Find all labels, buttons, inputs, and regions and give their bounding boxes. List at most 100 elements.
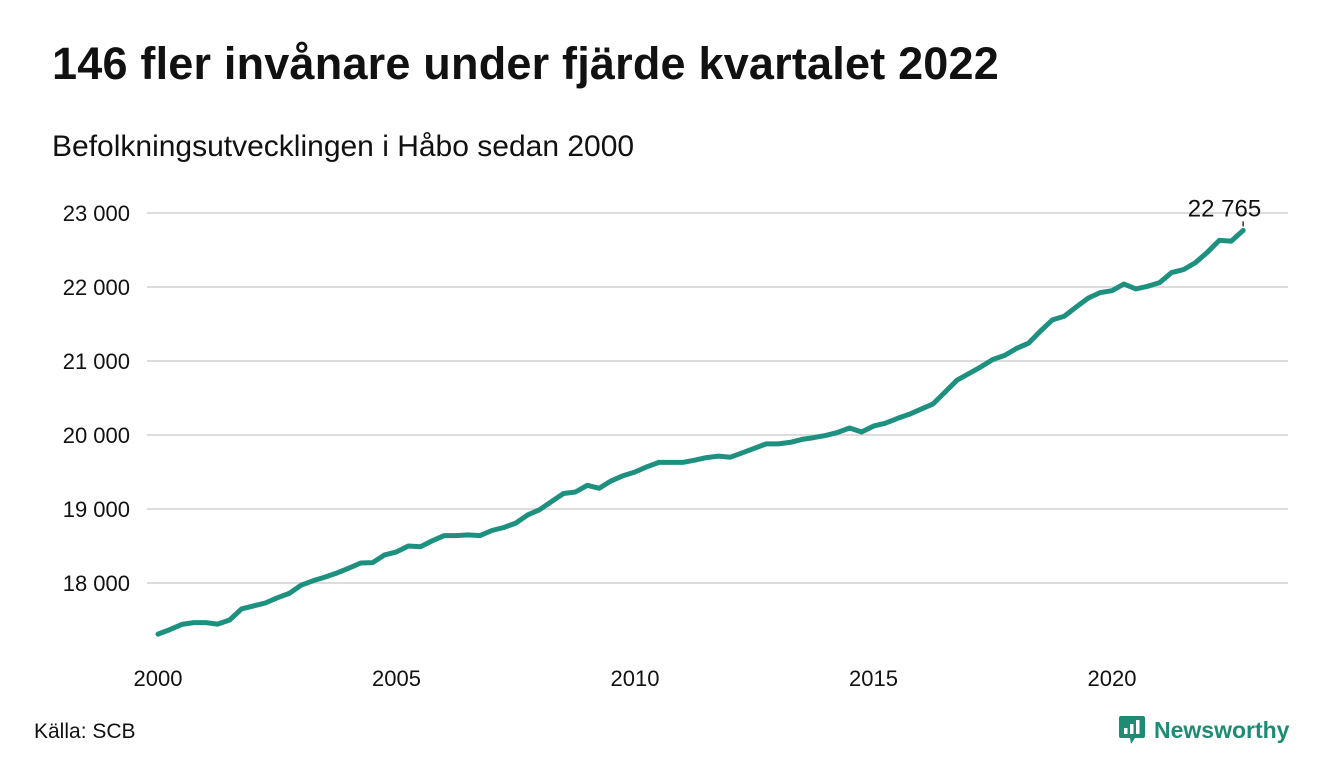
x-tick-label: 2010 — [611, 666, 660, 691]
data-point — [788, 440, 792, 444]
data-point — [1050, 318, 1054, 322]
data-point — [645, 465, 649, 469]
y-tick-label: 20 000 — [63, 423, 130, 448]
brand-logo-group: Newsworthy — [1118, 714, 1289, 746]
series-layer — [155, 227, 1246, 637]
data-point — [1182, 268, 1185, 272]
data-point — [1015, 346, 1019, 350]
data-point — [800, 437, 804, 441]
data-point — [1134, 287, 1138, 291]
data-point — [287, 591, 291, 595]
data-point — [156, 632, 160, 636]
x-tick-label: 2005 — [372, 666, 421, 691]
y-tick-label: 22 000 — [63, 275, 130, 300]
data-point — [514, 521, 518, 525]
data-point — [335, 571, 339, 575]
data-point — [1074, 305, 1078, 309]
x-tick-label: 2000 — [134, 666, 183, 691]
data-point — [573, 490, 577, 494]
data-point — [430, 539, 434, 543]
data-point — [240, 607, 243, 611]
data-point — [907, 412, 911, 416]
series-line — [155, 227, 1246, 637]
data-point — [418, 545, 422, 549]
data-point — [1241, 228, 1245, 232]
data-point — [442, 534, 446, 538]
y-tick-label: 23 000 — [63, 201, 130, 226]
data-point — [204, 621, 208, 625]
data-point — [669, 460, 673, 464]
brand-name: Newsworthy — [1154, 716, 1290, 743]
y-tick-label: 21 000 — [63, 349, 130, 374]
data-point — [275, 596, 279, 600]
x-tick-label: 2020 — [1088, 666, 1137, 691]
data-point — [323, 575, 327, 579]
data-point — [872, 424, 875, 428]
data-point — [585, 483, 589, 487]
data-point — [812, 436, 816, 440]
data-point — [991, 358, 995, 361]
x-tick-label: 2015 — [849, 666, 898, 691]
y-axis-ticks: 18 000 19 000 20 000 21 000 22 000 23 000 — [63, 201, 130, 596]
data-point — [1205, 250, 1209, 254]
data-point — [693, 458, 697, 462]
data-point — [526, 513, 530, 517]
data-point — [681, 460, 685, 464]
data-point — [347, 566, 351, 570]
data-point — [883, 421, 887, 425]
end-value-label: 22 765 — [1188, 195, 1261, 222]
data-point — [1158, 281, 1162, 285]
data-point — [490, 529, 494, 532]
data-point — [216, 622, 220, 626]
data-point — [1194, 261, 1197, 265]
data-point — [395, 550, 398, 554]
data-point — [609, 479, 613, 483]
data-point — [478, 534, 482, 538]
data-point — [717, 454, 720, 458]
data-point — [359, 561, 363, 565]
gridlines — [147, 212, 1288, 584]
y-tick-label: 19 000 — [63, 497, 130, 522]
data-point — [311, 579, 315, 583]
data-point — [705, 456, 708, 460]
data-point — [406, 544, 410, 548]
data-point — [979, 365, 983, 369]
data-point — [728, 455, 732, 459]
data-point — [848, 426, 852, 430]
data-point — [740, 451, 744, 455]
chart-subtitle: Befolkningsutvecklingen i Håbo sedan 200… — [52, 130, 635, 163]
data-point — [943, 390, 947, 394]
data-point — [1229, 239, 1233, 243]
data-point — [371, 561, 375, 565]
data-point — [1039, 329, 1042, 333]
data-point — [1122, 282, 1126, 286]
data-point — [263, 601, 267, 605]
data-point — [228, 618, 232, 622]
data-point — [621, 474, 625, 478]
data-point — [454, 534, 458, 538]
data-point — [860, 430, 864, 434]
data-point — [955, 378, 959, 382]
data-point — [967, 372, 971, 376]
data-point — [1110, 289, 1114, 293]
chart-title: 146 fler invånare under fjärde kvartalet… — [52, 38, 999, 89]
data-point — [752, 446, 756, 450]
data-point — [633, 470, 637, 474]
data-point — [1217, 238, 1221, 242]
data-point — [299, 583, 303, 587]
source-note: Källa: SCB — [34, 720, 136, 743]
data-point — [919, 407, 923, 411]
data-point — [1170, 271, 1174, 275]
data-point — [657, 460, 661, 464]
data-point — [192, 621, 196, 625]
data-point — [1027, 341, 1030, 345]
data-point — [776, 442, 780, 446]
data-point — [562, 492, 565, 495]
data-point — [824, 433, 828, 437]
data-point — [895, 416, 899, 420]
data-point — [1062, 314, 1066, 318]
data-point — [251, 604, 255, 608]
data-point — [502, 526, 506, 529]
annotation-layer: 22 765 — [1188, 195, 1261, 227]
